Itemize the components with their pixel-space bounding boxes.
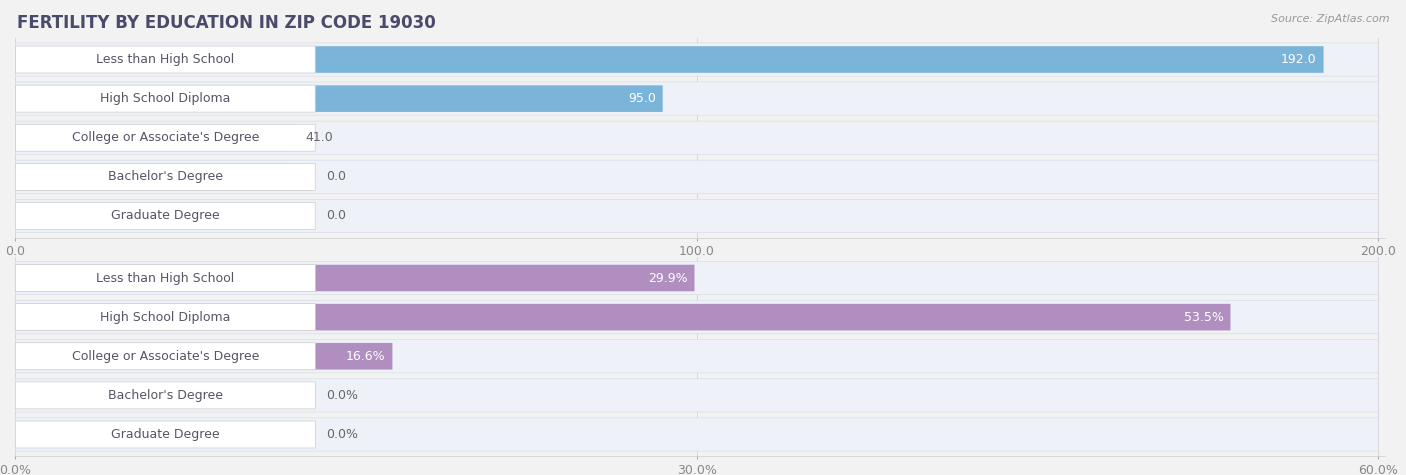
FancyBboxPatch shape	[15, 343, 392, 370]
Text: High School Diploma: High School Diploma	[100, 311, 231, 323]
FancyBboxPatch shape	[15, 163, 285, 190]
Text: 0.0%: 0.0%	[326, 428, 359, 441]
Text: Source: ZipAtlas.com: Source: ZipAtlas.com	[1271, 14, 1389, 24]
FancyBboxPatch shape	[15, 304, 1230, 331]
Text: Graduate Degree: Graduate Degree	[111, 428, 219, 441]
Text: FERTILITY BY EDUCATION IN ZIP CODE 19030: FERTILITY BY EDUCATION IN ZIP CODE 19030	[17, 14, 436, 32]
FancyBboxPatch shape	[15, 203, 285, 229]
Text: 95.0: 95.0	[628, 92, 655, 105]
FancyBboxPatch shape	[15, 301, 1378, 334]
FancyBboxPatch shape	[15, 379, 1378, 412]
FancyBboxPatch shape	[15, 421, 315, 448]
Text: 41.0: 41.0	[305, 131, 333, 144]
FancyBboxPatch shape	[15, 46, 315, 73]
Text: Less than High School: Less than High School	[96, 272, 235, 285]
FancyBboxPatch shape	[15, 121, 1378, 154]
Text: Bachelor's Degree: Bachelor's Degree	[108, 389, 222, 402]
Text: 53.5%: 53.5%	[1184, 311, 1223, 323]
Text: High School Diploma: High School Diploma	[100, 92, 231, 105]
FancyBboxPatch shape	[15, 340, 1378, 373]
FancyBboxPatch shape	[15, 382, 285, 408]
FancyBboxPatch shape	[15, 265, 695, 291]
Text: 0.0: 0.0	[326, 171, 346, 183]
FancyBboxPatch shape	[15, 160, 1378, 193]
Text: Less than High School: Less than High School	[96, 53, 235, 66]
FancyBboxPatch shape	[15, 200, 1378, 233]
FancyBboxPatch shape	[15, 304, 315, 331]
Text: 16.6%: 16.6%	[346, 350, 385, 363]
Text: Bachelor's Degree: Bachelor's Degree	[108, 171, 222, 183]
FancyBboxPatch shape	[15, 163, 315, 190]
FancyBboxPatch shape	[15, 382, 315, 409]
Text: Graduate Degree: Graduate Degree	[111, 209, 219, 222]
FancyBboxPatch shape	[15, 265, 315, 292]
FancyBboxPatch shape	[15, 82, 1378, 115]
FancyBboxPatch shape	[15, 202, 315, 229]
FancyBboxPatch shape	[15, 124, 295, 151]
FancyBboxPatch shape	[15, 421, 285, 448]
FancyBboxPatch shape	[15, 124, 315, 151]
Text: 192.0: 192.0	[1281, 53, 1317, 66]
FancyBboxPatch shape	[15, 261, 1378, 294]
Text: 0.0%: 0.0%	[326, 389, 359, 402]
FancyBboxPatch shape	[15, 418, 1378, 451]
FancyBboxPatch shape	[15, 43, 1378, 76]
Text: 0.0: 0.0	[326, 209, 346, 222]
FancyBboxPatch shape	[15, 46, 1323, 73]
Text: 29.9%: 29.9%	[648, 272, 688, 285]
FancyBboxPatch shape	[15, 86, 662, 112]
FancyBboxPatch shape	[15, 85, 315, 112]
Text: College or Associate's Degree: College or Associate's Degree	[72, 131, 259, 144]
FancyBboxPatch shape	[15, 343, 315, 370]
Text: College or Associate's Degree: College or Associate's Degree	[72, 350, 259, 363]
